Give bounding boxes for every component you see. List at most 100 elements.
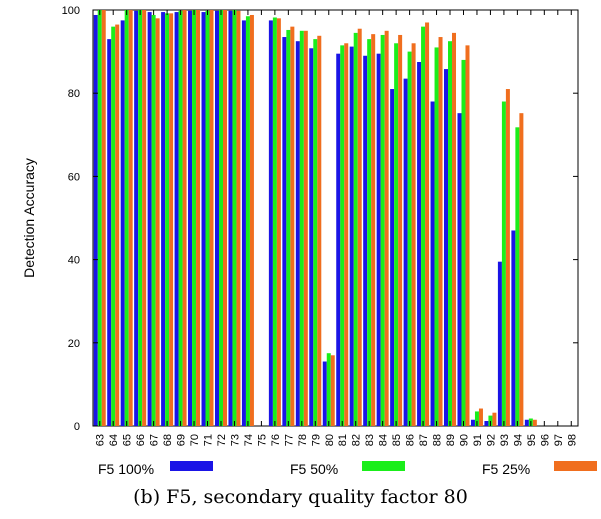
bar-f550-82 [353, 32, 358, 426]
bar-f525-88 [438, 37, 443, 426]
y-axis: 0 20 40 60 80 100 [62, 5, 578, 433]
bar-f550-92 [488, 415, 493, 426]
bar-f525-91 [478, 408, 483, 426]
bar-f550-81 [340, 45, 345, 427]
bar-f5100-83 [363, 55, 368, 426]
bar-f5100-95 [524, 419, 529, 426]
x-axis: 63 64 65 66 67 68 69 70 71 72 73 74 75 76 77 78 79 80 81 82… [95, 10, 578, 446]
x-tick-label: 79 [310, 434, 322, 446]
y-tick-label: 60 [68, 171, 80, 183]
legend-swatch [362, 461, 405, 471]
bar-f5100-94 [511, 230, 516, 426]
bar-f525-78 [303, 30, 308, 427]
x-tick-label: 98 [566, 434, 578, 446]
bar-f525-84 [384, 30, 389, 427]
bar-f550-86 [407, 51, 412, 426]
bar-f5100-64 [107, 39, 112, 427]
bar-f525-65 [128, 10, 133, 426]
x-tick-label: 97 [553, 434, 565, 446]
bar-f5100-89 [444, 69, 449, 426]
bar-f550-91 [474, 411, 479, 426]
bar-f5100-87 [417, 62, 422, 426]
x-tick-label: 91 [472, 434, 484, 446]
x-tick-label: 96 [539, 434, 551, 446]
bar-f525-77 [290, 26, 295, 426]
bar-f525-93 [505, 89, 510, 426]
bar-f525-79 [317, 35, 322, 426]
x-tick-label: 82 [351, 434, 363, 446]
bar-f525-82 [357, 28, 362, 426]
bar-f550-68 [165, 13, 170, 427]
bar-f550-71 [205, 10, 210, 427]
bar-f5100-77 [282, 37, 287, 426]
bar-f5100-67 [147, 12, 152, 427]
bar-f5100-80 [322, 361, 327, 426]
bar-f5100-92 [484, 421, 489, 426]
x-tick-label: 63 [95, 434, 107, 446]
legend-label: F5 50% [290, 461, 338, 477]
bar-f525-69 [182, 10, 187, 426]
bar-f5100-85 [390, 89, 395, 426]
bar-f5100-88 [430, 101, 435, 427]
plot-frame [92, 9, 579, 427]
bar-f525-94 [519, 113, 524, 427]
bar-f525-95 [532, 419, 537, 426]
bar-f550-69 [178, 10, 183, 427]
bar-f525-85 [398, 34, 403, 427]
x-tick-label: 75 [256, 434, 268, 446]
x-tick-label: 78 [297, 434, 309, 446]
bar-f5100-70 [188, 10, 193, 427]
bar-f525-76 [276, 18, 281, 426]
bar-f525-68 [169, 13, 174, 427]
bar-f550-79 [313, 39, 318, 427]
y-tick-label: 100 [62, 5, 80, 17]
bar-f525-80 [330, 355, 335, 426]
bar-f550-78 [299, 30, 304, 427]
bar-f5100-84 [376, 53, 381, 427]
bars-group [93, 10, 537, 427]
figure-caption: (b) F5, secondary quality factor 80 [133, 486, 468, 508]
bar-f525-71 [209, 10, 214, 426]
bar-f525-67 [155, 18, 160, 426]
bar-f5100-66 [134, 10, 139, 427]
x-tick-label: 80 [324, 434, 336, 446]
bar-f5100-90 [457, 113, 462, 427]
bar-f550-84 [380, 34, 385, 427]
bar-f525-86 [411, 43, 416, 426]
x-tick-label: 92 [485, 434, 497, 446]
x-tick-label: 71 [203, 434, 215, 446]
x-tick-label: 66 [135, 434, 147, 446]
bar-f525-73 [236, 10, 241, 427]
bar-f550-66 [138, 10, 143, 426]
legend-label: F5 100% [98, 461, 154, 477]
y-tick-label: 0 [74, 421, 80, 433]
bar-f5100-76 [268, 20, 273, 427]
plot-area [92, 9, 579, 427]
x-tick-label: 83 [364, 434, 376, 446]
legend-swatch [554, 461, 597, 471]
x-tick-label: 72 [216, 434, 228, 446]
x-tick-label: 95 [526, 434, 538, 446]
bar-f525-89 [452, 32, 457, 426]
x-tick-label: 64 [108, 434, 120, 446]
bar-f5100-73 [228, 10, 233, 427]
x-tick-label: 94 [512, 434, 524, 446]
bar-f525-64 [115, 24, 120, 427]
bar-f5100-63 [93, 14, 98, 427]
x-tick-label: 74 [243, 434, 255, 446]
bar-f525-72 [222, 10, 227, 426]
bar-f525-83 [371, 34, 376, 426]
x-tick-label: 65 [122, 434, 134, 446]
bar-f550-74 [245, 16, 250, 427]
bar-f550-89 [448, 41, 453, 426]
bar-f550-72 [218, 10, 223, 426]
x-tick-label: 68 [162, 434, 174, 446]
bar-f5100-71 [201, 12, 206, 427]
bar-f525-74 [249, 14, 254, 427]
bar-f5100-78 [295, 41, 300, 426]
bar-f525-92 [492, 412, 497, 426]
y-tick-label: 80 [68, 88, 80, 100]
bar-f5100-68 [161, 12, 166, 427]
bar-f550-63 [97, 10, 102, 426]
bar-f5100-93 [497, 261, 502, 426]
